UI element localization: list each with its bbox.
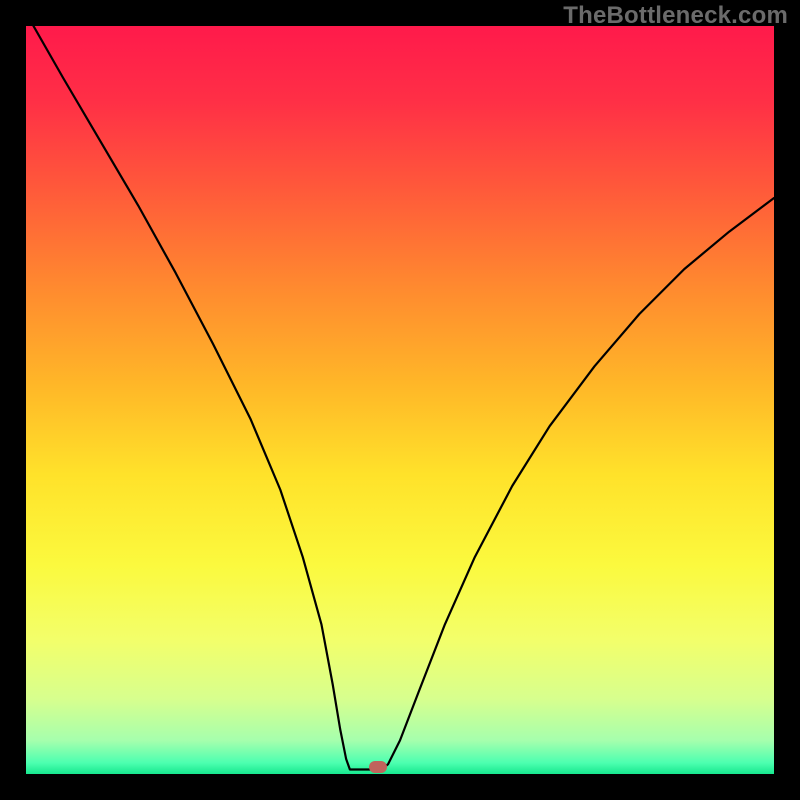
plot-area (26, 26, 774, 774)
bottleneck-curve (26, 26, 774, 774)
chart-frame: TheBottleneck.com (0, 0, 800, 800)
optimum-marker (369, 761, 387, 773)
curve-path (33, 26, 774, 770)
